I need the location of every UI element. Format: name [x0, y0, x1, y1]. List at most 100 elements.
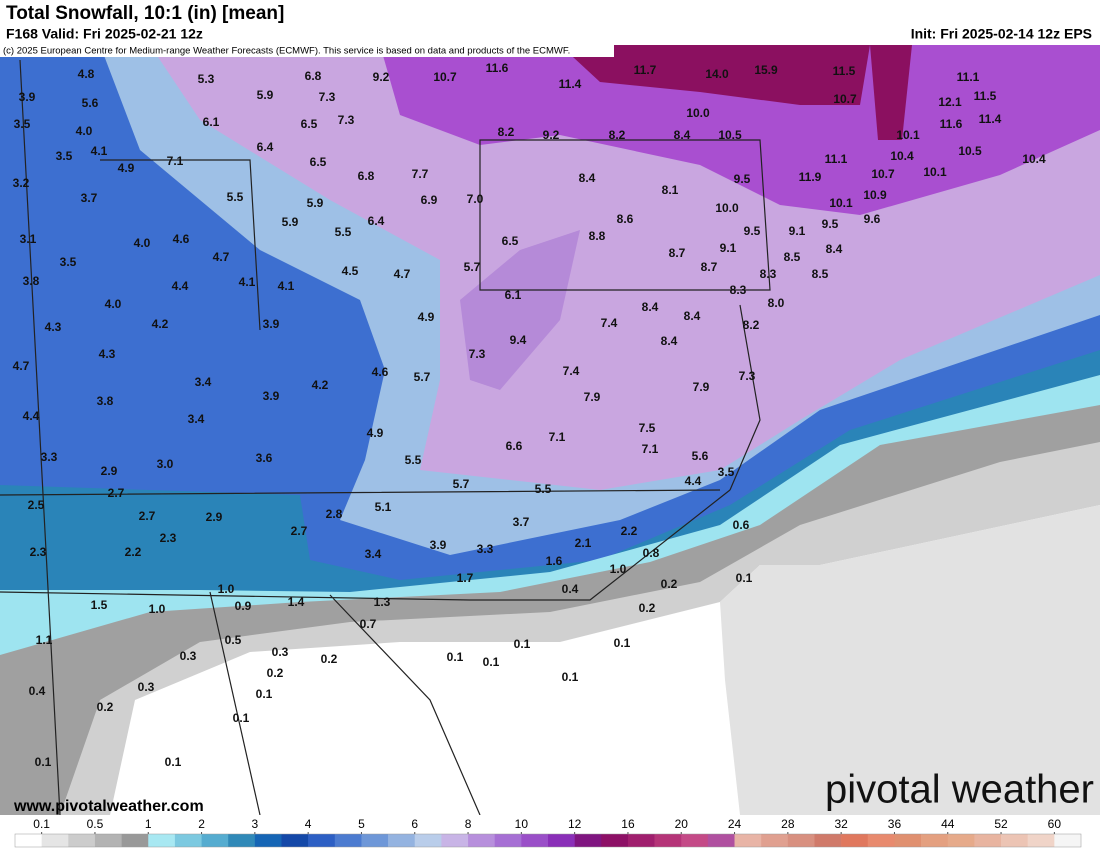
snowfall-label: 1.7: [457, 571, 474, 585]
colorbar-frame: [14, 833, 1082, 848]
snowfall-label: 1.0: [610, 562, 627, 576]
snowfall-label: 4.0: [76, 124, 93, 138]
color-swatch: [361, 834, 389, 847]
snowfall-label: 6.5: [301, 117, 318, 131]
snowfall-label: 3.0: [157, 457, 174, 471]
snowfall-label: 3.5: [60, 255, 77, 269]
snowfall-label: 2.8: [326, 507, 343, 521]
color-swatch: [68, 834, 96, 847]
snowfall-label: 5.5: [227, 190, 244, 204]
colorbar-label: 3: [252, 817, 259, 831]
snowfall-label: 2.3: [30, 545, 47, 559]
snowfall-label: 8.7: [701, 260, 718, 274]
colorbar-label: 44: [941, 817, 955, 831]
snowfall-label: 7.3: [338, 113, 355, 127]
colorbar-label: 32: [834, 817, 848, 831]
snowfall-label: 8.5: [784, 250, 801, 264]
snowfall-label: 5.5: [335, 225, 352, 239]
snowfall-label: 0.2: [267, 666, 284, 680]
snowfall-label: 6.4: [257, 140, 274, 154]
snowfall-label: 0.4: [29, 684, 46, 698]
snowfall-label: 7.7: [412, 167, 429, 181]
snowfall-label: 10.7: [833, 92, 857, 106]
colorbar-label: 1: [145, 817, 152, 831]
snowfall-label: 4.9: [418, 310, 435, 324]
color-swatch: [707, 834, 735, 847]
snowfall-label: 2.7: [108, 486, 125, 500]
snowfall-label: 0.8: [643, 546, 660, 560]
color-swatch: [388, 834, 416, 847]
color-swatch: [787, 834, 815, 847]
shade: [560, 45, 870, 105]
colorbar-label: 8: [465, 817, 472, 831]
snowfall-label: 9.1: [720, 241, 737, 255]
color-swatch: [121, 834, 149, 847]
snowfall-label: 5.6: [82, 96, 99, 110]
snowfall-label: 4.7: [13, 359, 30, 373]
snowfall-label: 3.5: [718, 465, 735, 479]
snowfall-label: 10.7: [433, 70, 457, 84]
snowfall-label: 9.5: [734, 172, 751, 186]
snowfall-label: 11.4: [979, 112, 1002, 126]
color-swatch: [947, 834, 975, 847]
colorbar-label: 28: [781, 817, 795, 831]
snowfall-label: 0.1: [447, 650, 464, 664]
snowfall-label: 9.1: [789, 224, 806, 238]
snowfall-label: 0.1: [514, 637, 531, 651]
color-swatch: [841, 834, 869, 847]
snowfall-label: 1.1: [36, 633, 53, 647]
color-swatch: [15, 834, 42, 847]
snowfall-label: 0.2: [661, 577, 678, 591]
snowfall-label: 8.6: [617, 212, 634, 226]
snowfall-label: 11.5: [833, 64, 856, 78]
snowfall-label: 5.3: [198, 72, 215, 86]
snowfall-label: 15.9: [754, 63, 778, 77]
color-swatch: [148, 834, 176, 847]
snowfall-label: 10.1: [829, 196, 853, 210]
credit: (c) 2025 European Centre for Medium-rang…: [3, 46, 570, 57]
snowfall-label: 2.7: [291, 524, 308, 538]
snowfall-label: 7.5: [639, 421, 656, 435]
color-swatch: [867, 834, 895, 847]
color-swatch: [521, 834, 549, 847]
color-swatch: [734, 834, 762, 847]
shade: [870, 45, 912, 140]
snowfall-label: 4.0: [105, 297, 122, 311]
color-swatch: [468, 834, 495, 847]
snowfall-label: 10.4: [890, 149, 914, 163]
logo: pivotal weather: [825, 768, 1094, 812]
snowfall-label: 0.1: [35, 755, 52, 769]
snowfall-label: 4.4: [685, 474, 702, 488]
snowfall-label: 3.5: [14, 117, 31, 131]
snowfall-label: 5.9: [282, 215, 299, 229]
snowfall-label: 3.3: [477, 542, 494, 556]
snowfall-label: 6.6: [506, 439, 523, 453]
snowfall-label: 4.2: [152, 317, 169, 331]
valid-time: F168 Valid: Fri 2025-02-21 12z: [6, 26, 203, 42]
snowfall-label: 6.1: [203, 115, 220, 129]
snowfall-label: 4.2: [312, 378, 329, 392]
snowfall-label: 5.6: [692, 449, 709, 463]
snowfall-label: 7.3: [739, 369, 756, 383]
snowfall-label: 6.5: [310, 155, 327, 169]
snowfall-label: 4.9: [118, 161, 135, 175]
snowfall-label: 2.2: [621, 524, 638, 538]
snowfall-label: 4.8: [78, 67, 95, 81]
snowfall-label: 6.5: [502, 234, 519, 248]
snowfall-label: 3.7: [81, 191, 98, 205]
snowfall-label: 9.2: [543, 128, 560, 142]
color-swatch: [414, 834, 442, 847]
snowfall-label: 4.7: [394, 267, 411, 281]
snowfall-label: 7.9: [693, 380, 710, 394]
colorbar-label: 52: [994, 817, 1008, 831]
snowfall-label: 9.6: [864, 212, 881, 226]
snowfall-label: 7.4: [601, 316, 618, 330]
color-swatch: [441, 834, 469, 847]
snowfall-label: 8.4: [661, 334, 678, 348]
snowfall-label: 1.5: [91, 598, 108, 612]
snowfall-label: 4.5: [342, 264, 359, 278]
snowfall-label: 10.0: [715, 201, 739, 215]
colorbar-label: 2: [198, 817, 205, 831]
snowfall-label: 6.9: [421, 193, 438, 207]
